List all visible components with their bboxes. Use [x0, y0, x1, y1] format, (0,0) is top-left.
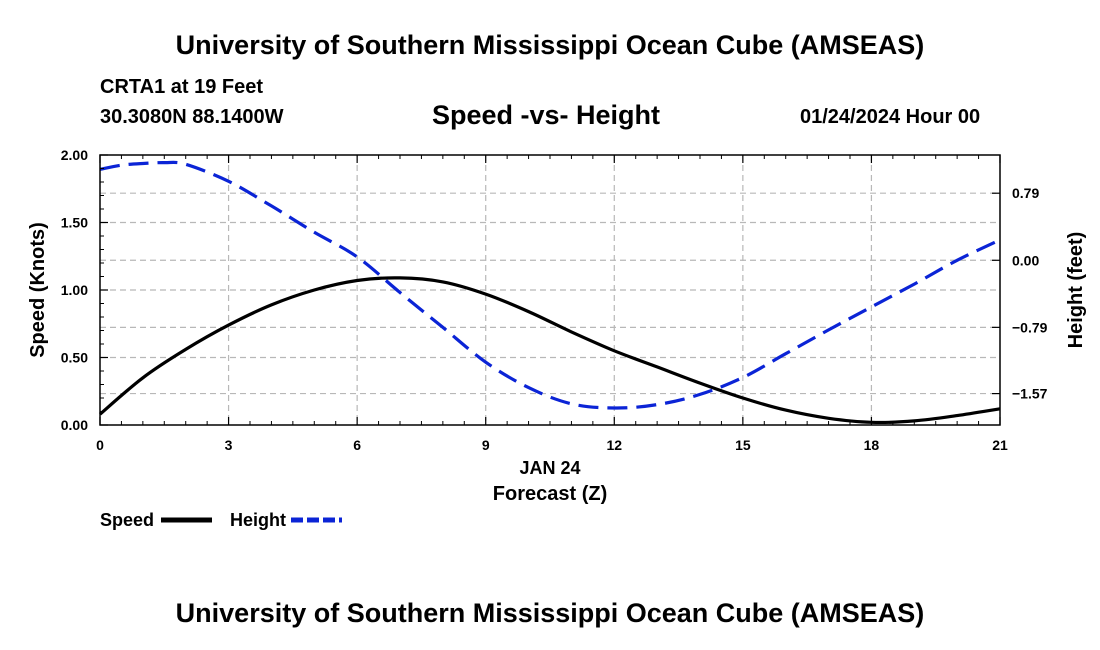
x-tick-label: 15 [735, 437, 751, 453]
x-tick-label: 0 [96, 437, 104, 453]
x-tick-label: 12 [606, 437, 622, 453]
series-height-line [99, 160, 1001, 410]
axis-labels: JAN 24 Forecast (Z) Speed (Knots) Height… [27, 222, 1087, 505]
series-speed-line [98, 276, 1001, 425]
legend-speed-label: Speed [100, 510, 154, 530]
x-date-label: JAN 24 [519, 458, 580, 478]
legend-height-label: Height [230, 510, 286, 530]
repeat-title: University of Southern Mississippi Ocean… [175, 598, 925, 628]
x-tick-label: 9 [482, 437, 490, 453]
y-axis-title: Speed (Knots) [27, 222, 49, 358]
x-tick-label: 3 [225, 437, 233, 453]
y-tick-label: 1.00 [61, 282, 88, 298]
grid-lines [100, 155, 1000, 425]
legend: Speed Height [100, 510, 342, 530]
x-axis-title: Forecast (Z) [493, 483, 607, 505]
series-layer [98, 160, 1001, 425]
y2-tick-label: −1.57 [1012, 386, 1048, 402]
y2-tick-label: −0.79 [1012, 319, 1048, 335]
y2-tick-label: 0.79 [1012, 185, 1039, 201]
y2-axis-title: Height (feet) [1065, 232, 1087, 349]
y-tick-label: 2.00 [61, 147, 88, 163]
y-tick-label: 0.50 [61, 350, 88, 366]
station-label: CRTA1 at 19 Feet [100, 76, 264, 98]
x-tick-label: 21 [992, 437, 1008, 453]
coordinates-label: 30.3080N 88.1400W [100, 106, 284, 128]
forecast-datetime: 01/24/2024 Hour 00 [800, 106, 981, 128]
y2-tick-label: 0.00 [1012, 252, 1039, 268]
main-title: University of Southern Mississippi Ocean… [175, 30, 925, 60]
y-tick-label: 1.50 [61, 215, 88, 231]
y-tick-label: 0.00 [61, 417, 88, 433]
axis-ticks: 0 3 6 9 12 15 18 21 0.00 0.50 1.00 1.50 2.00 0.79 0.00… [61, 147, 1048, 453]
chart-subtitle: Speed -vs- Height [432, 100, 661, 130]
x-tick-label: 18 [864, 437, 880, 453]
x-tick-label: 6 [353, 437, 361, 453]
